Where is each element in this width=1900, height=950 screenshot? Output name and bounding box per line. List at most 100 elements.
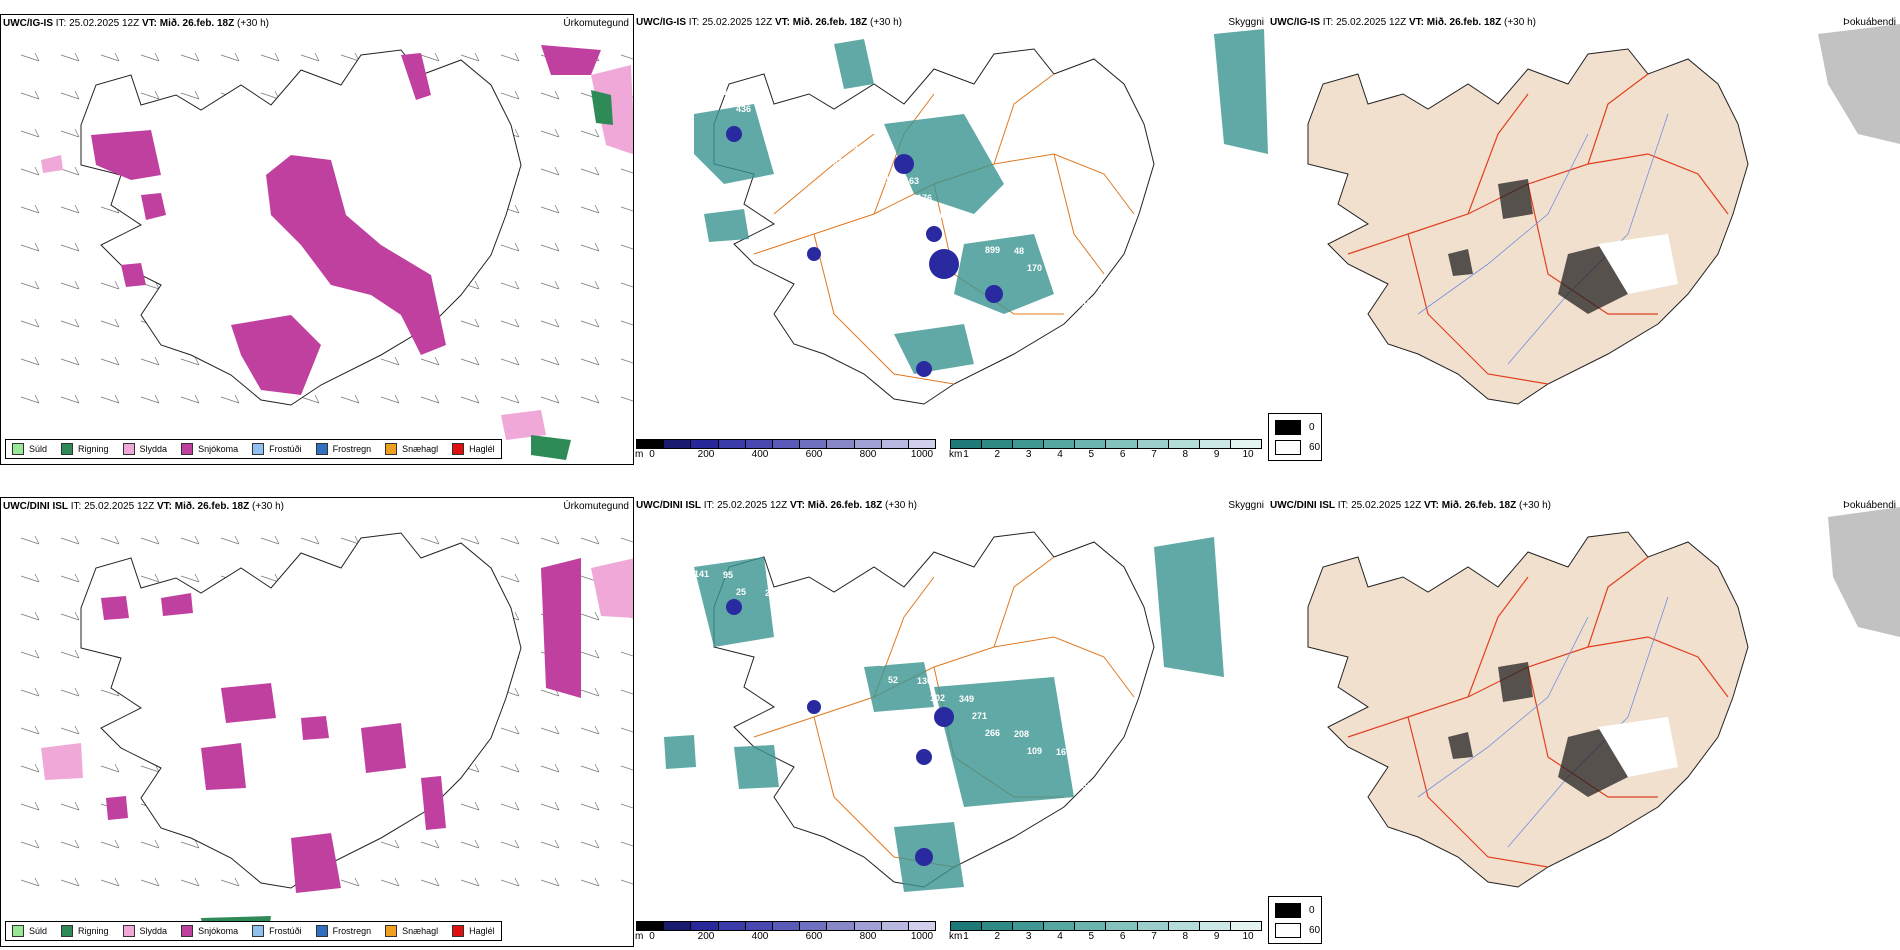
wind-barb [20, 242, 40, 252]
wind-barb [220, 394, 240, 404]
visibility-label: 26 [862, 158, 872, 168]
fog-legend-row: 60 [1275, 440, 1320, 455]
wind-barb [140, 394, 160, 404]
legend-swatch [181, 443, 194, 455]
ceiling-colorbar: m 0 200 400 600 800 1000 [635, 921, 936, 943]
wind-barb [60, 166, 80, 176]
wind-barb [180, 535, 200, 545]
wind-barb [60, 356, 80, 366]
wind-barb [260, 90, 280, 100]
wind-barb [540, 166, 560, 176]
colorbar-bin [1106, 922, 1138, 930]
wind-barb [460, 356, 480, 366]
colorbar-bin [772, 922, 801, 930]
visibility-label: 137 [791, 139, 806, 149]
wind-barb [60, 877, 80, 887]
visibility-panel-row1: UWC/IG-IS IT: 25.02.2025 12Z VT: Mið. 26… [634, 14, 1268, 465]
visibility-label: 218 [1098, 282, 1113, 292]
legend-item: Slydda [122, 443, 168, 455]
legend-label: Frostregn [332, 926, 372, 936]
visibility-map: 51 137 86 899 192 423 436 330 406 170 63 110 127 141 9… [694, 29, 1268, 405]
visibility-colorbar: km 1 2 3 4 5 6 7 8 9 10 [949, 921, 1262, 943]
visibility-label: 349 [959, 694, 974, 704]
visibility-label: 327 [1166, 817, 1181, 827]
fog-legend-swatch [1275, 420, 1301, 435]
visibility-label: 102 [930, 693, 945, 703]
colorbar-scale [950, 921, 1262, 931]
wind-barb [20, 573, 40, 583]
legend-label: Frostúði [269, 926, 302, 936]
colorbar-bin [1075, 922, 1107, 930]
colorbar-bin [908, 922, 936, 930]
wind-barb [540, 877, 560, 887]
legend-swatch [252, 925, 265, 937]
colorbar-tick: 8 [1182, 449, 1189, 460]
visibility-label: 423 [1179, 351, 1194, 361]
wind-barb [540, 242, 560, 252]
wind-barb [20, 839, 40, 849]
wind-barb [20, 687, 40, 697]
wind-barb [500, 356, 520, 366]
wind-barb [300, 394, 320, 404]
colorbar-bin [691, 440, 719, 448]
fog-legend-value: 60 [1309, 442, 1321, 453]
wind-barb [580, 394, 600, 404]
wind-barb [620, 841, 633, 847]
colorbar-tick: 800 [859, 449, 877, 460]
colorbar-bin [982, 922, 1014, 930]
wind-barb [500, 394, 520, 404]
wind-barb [500, 280, 520, 290]
visibility-label: 25 [736, 587, 746, 597]
legend-label: Slydda [139, 444, 168, 454]
panel-name: Úrkomutegund [563, 501, 629, 512]
colorbar-bin [1168, 440, 1200, 448]
visibility-label: 330 [833, 157, 848, 167]
legend-swatch [122, 925, 135, 937]
legend-swatch [452, 925, 465, 937]
visibility-label: 95 [723, 570, 733, 580]
wind-barb [620, 803, 633, 809]
legend-label: Slydda [139, 926, 168, 936]
colorbar-bin [881, 922, 909, 930]
visibility-label: 16 [1056, 747, 1066, 757]
wind-barb [100, 839, 120, 849]
visibility-label: 334 [1166, 334, 1181, 344]
wind-barb [620, 54, 633, 60]
visibility-label: 406 [930, 210, 945, 220]
wind-barb [500, 318, 520, 328]
visibility-label: 72 [875, 658, 885, 668]
wind-barb [460, 839, 480, 849]
visibility-label: 208 [710, 370, 725, 380]
wind-barb [580, 687, 600, 697]
legend-swatch [61, 443, 74, 455]
panel-title: UWC/IG-IS IT: 25.02.2025 12Z VT: Mið. 26… [1270, 17, 1536, 28]
wind-barb [620, 396, 633, 402]
colorbar-bin [1106, 440, 1138, 448]
wind-barb [580, 128, 600, 138]
colorbar-tick: 600 [805, 449, 823, 460]
colorbar-tick: 7 [1151, 931, 1157, 942]
wind-barb [580, 877, 600, 887]
wind-barb [20, 394, 40, 404]
wind-barb [140, 356, 160, 366]
legend-label: Rigning [78, 444, 109, 454]
colorbar-bin [664, 440, 692, 448]
visibility-label: 51 [694, 86, 704, 96]
visibility-label: 12 [1069, 764, 1079, 774]
panel-name: Skyggni [1228, 500, 1264, 511]
wind-barb [300, 52, 320, 62]
colorbar-bin [772, 440, 801, 448]
legend-item: Súld [12, 925, 47, 937]
colorbar-tick: 5 [1088, 449, 1095, 460]
colorbar-bin [1199, 440, 1231, 448]
colorbar-bin [827, 440, 855, 448]
wind-barb [460, 535, 480, 545]
wind-barb [100, 318, 120, 328]
fog-map [1307, 507, 1900, 888]
precip-legend: Súld Rigning Slydda Snjókoma Frostúði Frostre… [5, 921, 502, 941]
colorbar-bin [854, 440, 882, 448]
colorbar-bin [664, 922, 692, 930]
wind-barb [420, 394, 440, 404]
wind-barb [340, 52, 360, 62]
colorbar-bin [1137, 922, 1169, 930]
